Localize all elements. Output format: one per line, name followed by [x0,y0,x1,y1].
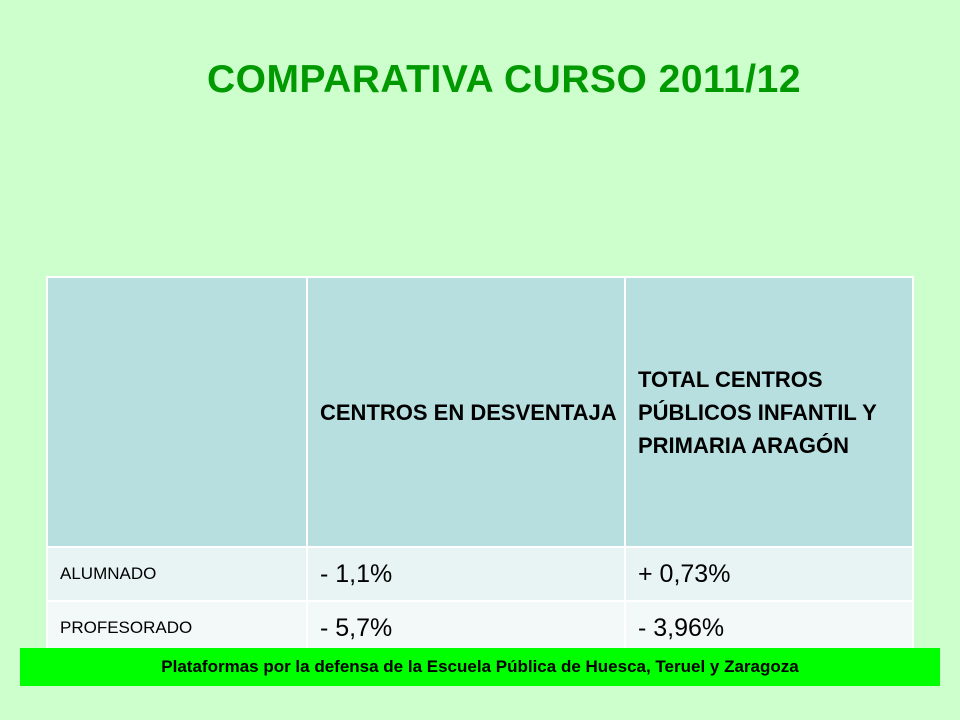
alumnado-total-value: + 0,73% [624,546,914,602]
profesorado-total-value: - 3,96% [624,600,914,656]
row-label-profesorado: PROFESORADO [46,600,308,656]
table-header-row: CENTROS EN DESVENTAJA TOTAL CENTROS PÚBL… [46,276,914,548]
comparison-table: CENTROS EN DESVENTAJA TOTAL CENTROS PÚBL… [46,276,914,656]
alumnado-desventaja-value: - 1,1% [306,546,626,602]
footer-banner: Plataformas por la defensa de la Escuela… [20,648,940,686]
table-row-alumnado: ALUMNADO - 1,1% + 0,73% [46,546,914,602]
header-centros-desventaja: CENTROS EN DESVENTAJA [306,276,626,548]
profesorado-desventaja-value: - 5,7% [306,600,626,656]
header-total-centros-publicos: TOTAL CENTROS PÚBLICOS INFANTIL Y PRIMAR… [624,276,914,548]
table-row-profesorado: PROFESORADO - 5,7% - 3,96% [46,600,914,656]
row-label-alumnado: ALUMNADO [46,546,308,602]
slide-title: COMPARATIVA CURSO 2011/12 [206,58,802,101]
header-empty-cell [46,276,308,548]
